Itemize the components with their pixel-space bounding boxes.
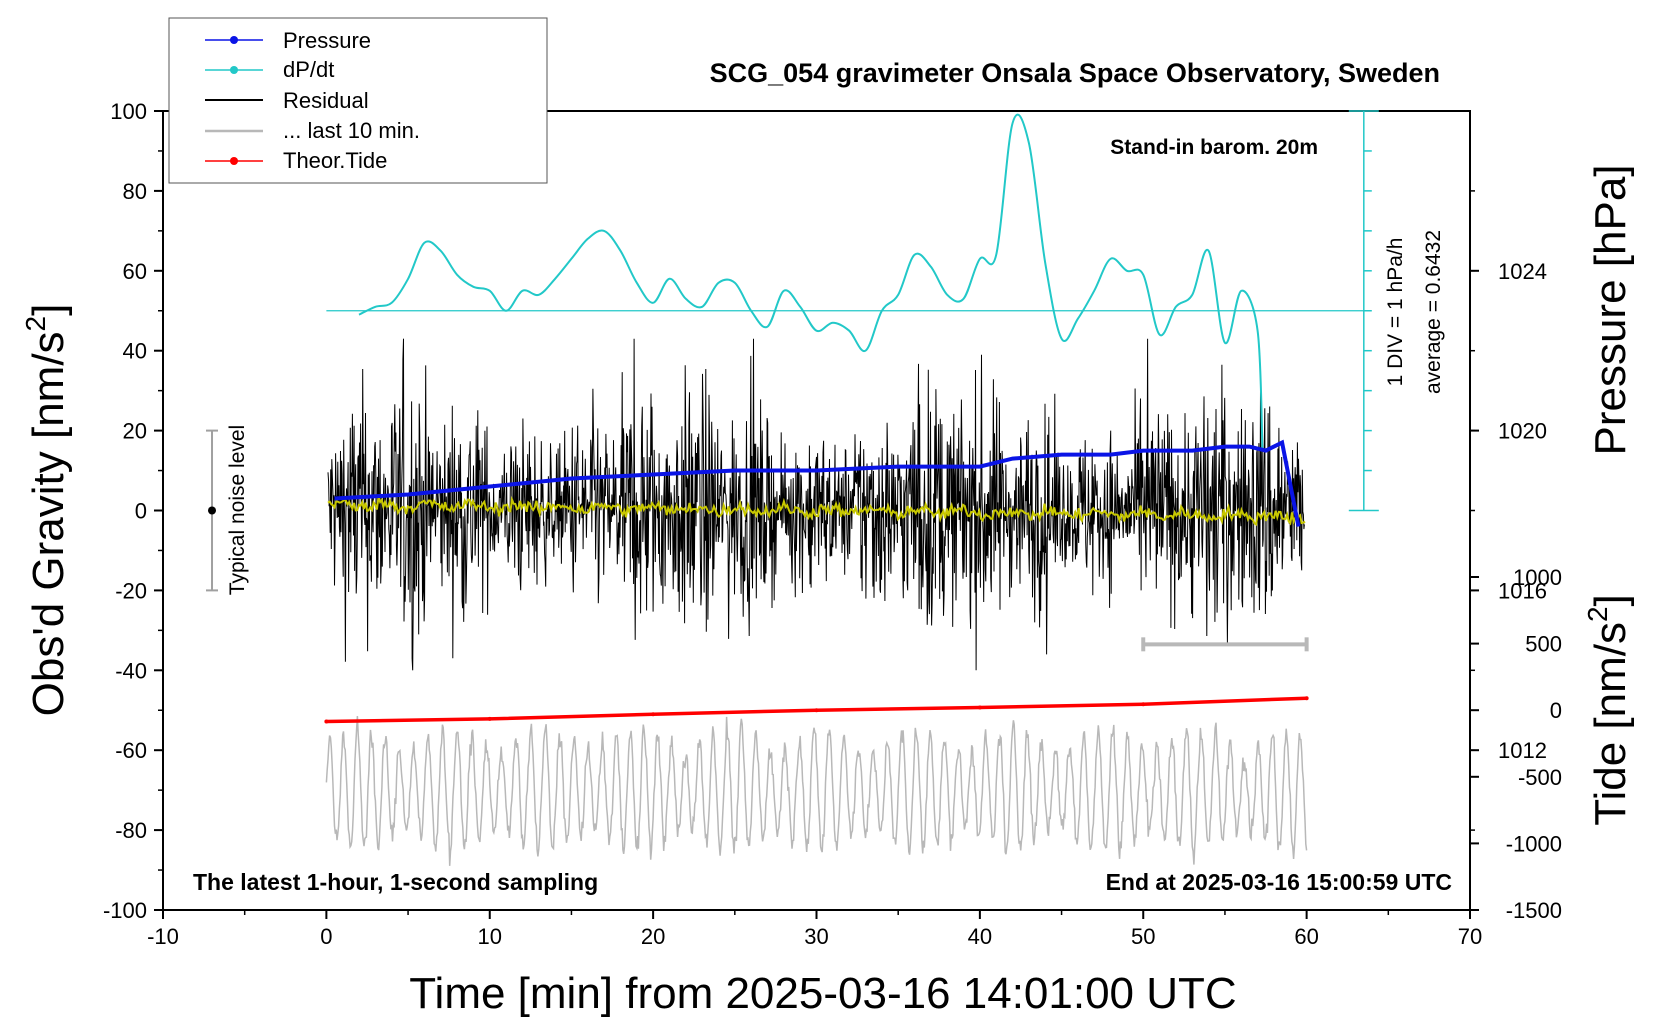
x-tick-label: 40 [968,924,992,949]
chart-title: SCG_054 gravimeter Onsala Space Observat… [710,58,1440,88]
tide-tick-label: -500 [1518,765,1562,790]
tide-point [487,716,492,721]
bottom-left-annotation: The latest 1-hour, 1-second sampling [193,869,598,895]
noise-level-center [208,506,217,515]
legend-label-dpdt: dP/dt [283,57,334,82]
y-tick-label: -60 [115,738,147,763]
bottom-right-annotation: End at 2025-03-16 15:00:59 UTC [1106,869,1452,895]
average-annotation: average = 0.6432 [1422,230,1445,394]
tide-point [814,708,819,713]
y-tick-label: 60 [123,259,147,284]
y-tick-label: -80 [115,818,147,843]
legend-label-tide: Theor.Tide [283,148,387,173]
tide-tick-label: 500 [1525,632,1562,657]
x-tick-label: 20 [641,924,665,949]
residual-series-line [327,338,1305,671]
tide-point [977,705,982,710]
legend-marker-tide [230,157,238,165]
plot-data [206,110,1379,866]
legend-entry-residual: Residual [205,88,369,113]
tide-tick-label: 1000 [1513,565,1562,590]
tide-point [651,712,656,717]
x-tick-label: -10 [147,924,179,949]
x-tick-label: 10 [478,924,502,949]
tide-point [324,719,329,724]
x-tick-label: 0 [320,924,332,949]
y-tick-label: -20 [115,578,147,603]
div-annotation: 1 DIV = 1 hPa/h [1384,238,1407,387]
legend-entry-dpdt: dP/dt [205,57,334,82]
smoothed-residual-line [327,495,1306,527]
y-tick-label: -40 [115,658,147,683]
barometer-annotation: Stand-in barom. 20m [1110,136,1318,159]
y-tick-label: 100 [110,99,147,124]
tide-point [1304,696,1309,701]
x-tick-label: 60 [1294,924,1318,949]
pressure-tick-label: 1016 [1498,578,1547,603]
legend-label-residual: Residual [283,88,369,113]
legend-marker-dpdt [230,66,238,74]
last-10min-series-line [325,716,1308,866]
pressure-tick-label: 1024 [1498,259,1547,284]
legend-entry-pressure: Pressure [205,28,371,53]
y-tick-label: 0 [135,499,147,524]
tide-tick-label: -1000 [1506,831,1562,856]
noise-annotation: Typical noise level [226,425,249,595]
x-tick-label: 50 [1131,924,1155,949]
legend-entry-tide: Theor.Tide [205,148,387,173]
tide-tick-label: 0 [1550,698,1562,723]
tide-tick-label: -1500 [1506,898,1562,923]
x-tick-label: 30 [804,924,828,949]
y-axis-label-tide: Tide [nm/s2] [1582,594,1635,826]
y-axis-label-pressure: Pressure [hPa] [1586,164,1635,455]
x-tick-label: 70 [1458,924,1482,949]
y-tick-label: -100 [103,898,147,923]
y-tick-label: 40 [123,339,147,364]
y-tick-label: 20 [123,419,147,444]
legend-label-last10: ... last 10 min. [283,118,420,143]
dpdt-series-line [358,113,1264,451]
pressure-tick-label: 1020 [1498,419,1547,444]
y-axis-label-left: Obs'd Gravity [nm/s2] [20,304,73,717]
legend-marker-pressure [230,36,238,44]
tide-point [1141,702,1146,707]
pressure-tick-label: 1012 [1498,738,1547,763]
y-tick-label: 80 [123,179,147,204]
plot-axes: -10 0 10 20 30 40 50 60 70-100-80-60-40-20020406… [103,99,1562,949]
legend: Pressure dP/dt Residual ... last 10 min.… [168,17,548,184]
pressure-series-line [334,439,1301,527]
legend-entry-last10: ... last 10 min. [205,118,420,143]
legend-label-pressure: Pressure [283,28,371,53]
x-axis-label: Time [min] from 2025-03-16 14:01:00 UTC [409,969,1236,1018]
